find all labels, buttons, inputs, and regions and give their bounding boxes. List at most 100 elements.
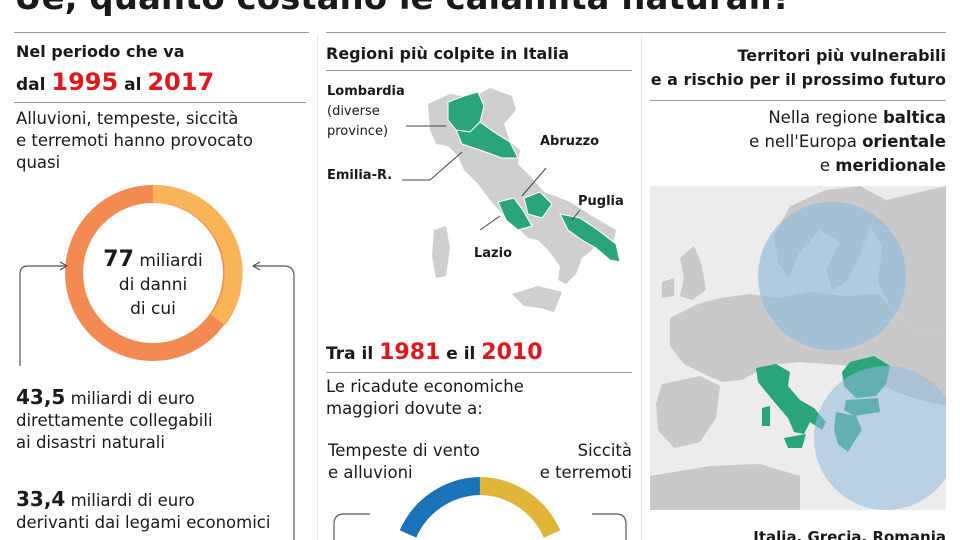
divider [650, 100, 946, 101]
column-separator [641, 36, 642, 540]
period-to-prefix: al [124, 75, 142, 95]
region-italy [756, 364, 826, 434]
desc-bold: orientale [862, 132, 946, 151]
period2-range: Tra il 1981 e il 2010 [326, 340, 543, 365]
stat-direct: 43,5 miliardi di euro direttamente colle… [16, 386, 286, 454]
desc-line: quasi [16, 153, 61, 172]
causes-ring-chart [333, 477, 627, 540]
period2-mid: e il [446, 344, 476, 364]
cause-storms: Tempeste di vento e alluvioni [328, 440, 480, 484]
cause-line: Siccità [577, 441, 632, 460]
right-title-line: Territori più vulnerabili [737, 46, 946, 65]
leader-line [402, 151, 463, 181]
europe-map [650, 186, 946, 510]
ring-unit: miliardi [139, 251, 203, 271]
label-emilia: Emilia-R. [327, 168, 393, 183]
desc-text: e [819, 156, 831, 175]
desc-line: Alluvioni, tempeste, siccità [16, 109, 239, 128]
ring-yellow-segment [152, 184, 243, 326]
map-title: Regioni più colpite in Italia [326, 44, 570, 63]
bottom-label: Italia, Grecia, Romania [753, 528, 946, 540]
region-sicily [784, 434, 806, 448]
label-abruzzo: Abruzzo [540, 134, 600, 149]
cause-line: Tempeste di vento [328, 441, 480, 460]
land-ireland [662, 278, 674, 298]
desc-bold: meridionale [835, 156, 946, 175]
period-range: dal 1995 al 2017 [16, 68, 214, 96]
ring-line: di danni [118, 275, 188, 295]
sardinia-land [432, 226, 450, 278]
map-leader-lines [402, 125, 581, 230]
leader-line [571, 209, 581, 221]
damage-ring-chart [65, 184, 243, 361]
desc-line: e terremoti hanno provocato [16, 131, 253, 150]
land-africa [650, 464, 800, 510]
column-separator [317, 36, 318, 540]
sicily-land [512, 286, 562, 312]
region-puglia [559, 213, 620, 263]
period2-from-year: 1981 [379, 340, 441, 365]
ring-value: 77 [103, 247, 134, 272]
stat-indirect-value: 33,4 [16, 487, 66, 511]
period-from-year: 1995 [51, 68, 119, 96]
stat-line: derivanti dai legami economici [16, 513, 271, 532]
label-lombardia: Lombardia [327, 84, 405, 99]
stat-direct-value: 43,5 [16, 385, 66, 409]
label-lombardia-note: province) [327, 124, 389, 139]
ring-blue-segment [399, 477, 481, 538]
bracket-arrows [19, 261, 295, 540]
stat-direct-unit: miliardi di euro [70, 389, 195, 408]
right-description: Nella regione baltica e nell'Europa orie… [749, 106, 946, 178]
region-sardinia [762, 406, 770, 426]
risk-circle-baltic [758, 202, 906, 350]
period2-to-year: 2010 [481, 340, 543, 365]
right-title-line: e a rischio per il prossimo futuro [650, 70, 946, 89]
stat-indirect-unit: miliardi di euro [70, 491, 195, 510]
divider [326, 32, 946, 33]
cause-line: e terremoti [539, 463, 632, 482]
left-bracket-line [19, 265, 66, 366]
period-label: Nel periodo che va [16, 42, 185, 61]
stat-line: direttamente collegabili [16, 411, 213, 430]
ring-label: 77 miliardi di danni di cui [80, 248, 226, 321]
desc-text: Nella regione [768, 108, 878, 127]
period-to-year: 2017 [147, 68, 215, 96]
desc-line: Le ricadute economiche [326, 377, 524, 396]
divider [14, 102, 306, 103]
divider [14, 32, 309, 33]
region-abruzzo [523, 191, 553, 219]
right-title: Territori più vulnerabili e a rischio pe… [651, 44, 946, 92]
period-from-prefix: dal [16, 75, 46, 95]
middle-description: Le ricadute economiche maggiori dovute a… [326, 376, 632, 420]
divider [326, 372, 632, 373]
desc-bold: baltica [882, 108, 946, 127]
label-puglia: Puglia [578, 194, 624, 209]
page-title: Ue, quanto costano le calamità naturali? [14, 0, 792, 18]
cause-line: e alluvioni [328, 463, 413, 482]
region-emilia-romagna [455, 121, 519, 159]
cause-drought: Siccità e terremoti [540, 440, 632, 484]
divider [326, 70, 632, 71]
arrow-head-icon [59, 261, 69, 271]
stat-indirect: 33,4 miliardi di euro derivanti dai lega… [16, 488, 306, 534]
land-uk [680, 246, 706, 300]
stat-line: ai disastri naturali [16, 433, 165, 452]
region-lazio [497, 197, 533, 231]
leader-line [479, 215, 501, 230]
italy-map [428, 88, 620, 312]
ring-gold-segment [479, 477, 561, 538]
label-lazio: Lazio [474, 246, 513, 261]
left-description: Alluvioni, tempeste, siccità e terremoti… [16, 108, 306, 174]
desc-text: e nell'Europa [749, 132, 857, 151]
ring-line: di cui [130, 299, 176, 319]
risk-circle-southeast [814, 366, 946, 510]
right-bracket-line [254, 265, 295, 540]
period2-prefix: Tra il [326, 344, 374, 364]
label-lombardia-note: (diverse [327, 104, 380, 119]
desc-line: maggiori dovute a: [326, 399, 483, 418]
land-iberia [656, 376, 720, 448]
arrow-head-icon [251, 261, 261, 271]
leader-line [521, 167, 547, 197]
right-bracket-line [592, 513, 627, 540]
left-bracket-line [333, 513, 370, 540]
